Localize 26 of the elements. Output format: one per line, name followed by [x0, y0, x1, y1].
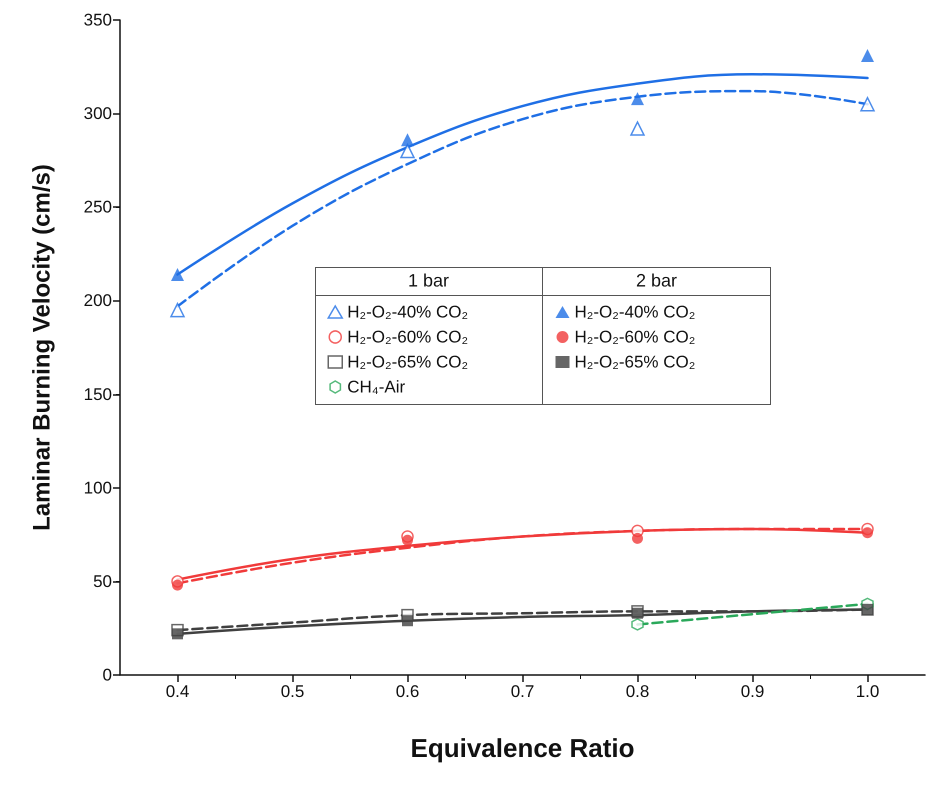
legend-label: H₂-O₂-65% CO₂ [347, 352, 468, 372]
x-tick-label: 1.0 [856, 682, 880, 701]
x-tick-label: 0.5 [280, 682, 304, 701]
legend-label: CH₄-Air [347, 378, 406, 396]
y-tick-label: 50 [93, 572, 112, 591]
y-tick-label: 0 [102, 666, 112, 684]
legend-label: H₂-O₂-40% CO₂ [574, 302, 696, 322]
y-tick-label: 250 [84, 198, 112, 217]
legend-label: H₂-O₂-40% CO₂ [347, 302, 468, 322]
x-tick-label: 0.6 [396, 682, 420, 701]
x-axis-title: Equivalence Ratio [410, 733, 634, 763]
legend-label: H₂-O₂-60% CO₂ [347, 328, 468, 346]
legend-label: H₂-O₂-60% CO₂ [574, 328, 696, 346]
y-tick-label: 100 [84, 478, 112, 498]
annotation: 1 bar [408, 270, 450, 290]
x-tick-label: 0.4 [166, 682, 190, 701]
y-tick-label: 150 [84, 384, 112, 404]
y-axis-title: Laminar Burning Velocity (cm/s) [28, 164, 56, 531]
y-tick-label: 300 [84, 104, 112, 124]
x-tick-label: 0.9 [740, 682, 764, 701]
annotation: 2 bar [636, 270, 678, 290]
legend-label: H₂-O₂-65% CO₂ [574, 352, 696, 372]
x-tick-label: 0.8 [626, 682, 650, 701]
y-tick-label: 200 [84, 291, 112, 310]
y-tick-label: 350 [84, 10, 112, 30]
x-tick-label: 0.7 [510, 682, 534, 701]
